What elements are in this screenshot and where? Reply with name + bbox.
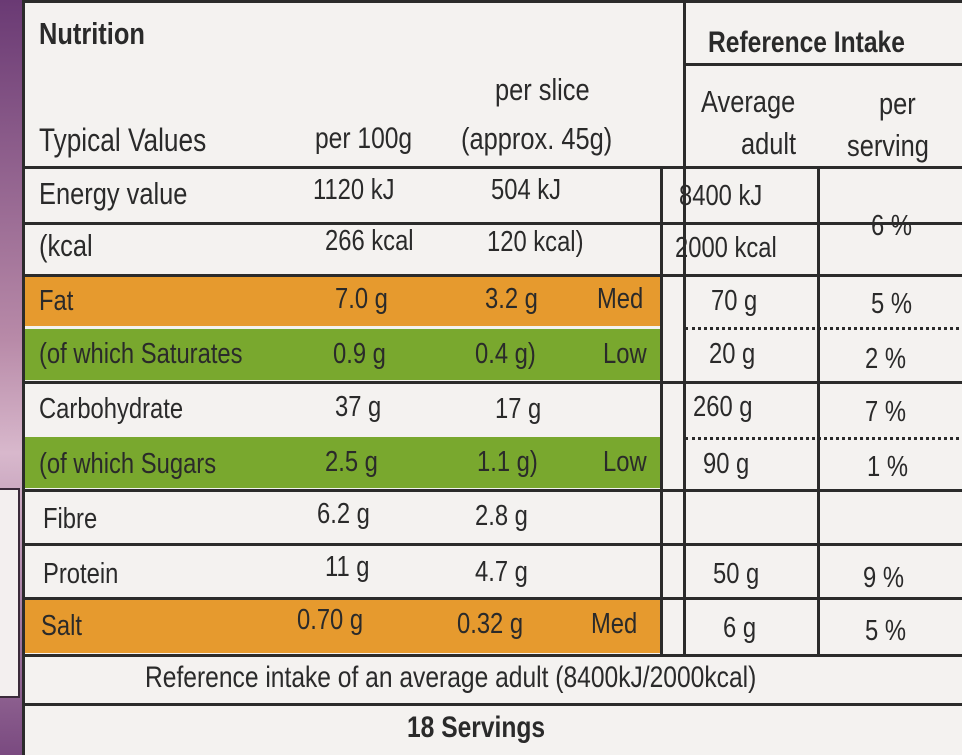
salt-band [25, 598, 660, 653]
row-sugars-serving: 1 % [867, 451, 908, 483]
packaging-edge [0, 0, 26, 755]
per-slice-approx-header: (approx. 45g) [461, 121, 613, 156]
row-protein-per100: 11 g [325, 551, 370, 583]
rule-header-bottom [25, 166, 962, 169]
per-100g-header: per 100g [315, 122, 413, 155]
rule-reference-note [25, 703, 962, 706]
row-salt-serving: 5 % [865, 615, 906, 647]
row-fibre-per100: 6.2 g [317, 498, 370, 530]
rule-kcal [25, 274, 962, 277]
row-carbohydrate-perslice: 17 g [495, 393, 542, 425]
row-sugars-level: Low [603, 446, 647, 478]
row-carbohydrate-serving: 7 % [865, 396, 906, 428]
rule-energy [25, 222, 962, 225]
row-label-energy: Energy value [39, 176, 188, 211]
row-sugars-per100: 2.5 g [325, 446, 378, 478]
row-label-saturates: (of which Saturates [39, 338, 243, 370]
saturates-band [25, 329, 660, 380]
row-fat-level: Med [597, 283, 644, 315]
row-energy-per100: 1120 kJ [313, 174, 395, 206]
reference-intake-note: Reference intake of an average adult (84… [145, 661, 757, 694]
servings-count: 18 Servings [407, 711, 546, 744]
divider-reference [683, 0, 686, 654]
row-protein-adult: 50 g [713, 558, 760, 590]
rule-reference-header [683, 63, 962, 66]
sugars-band [25, 437, 660, 488]
row-fibre-perslice: 2.8 g [475, 500, 528, 532]
row-label-salt: Salt [41, 610, 82, 642]
row-kcal-per100: 266 kcal [325, 225, 414, 257]
row-carbohydrate-per100: 37 g [335, 391, 382, 423]
packaging-tab [0, 488, 20, 698]
per-serving-header-2: serving [847, 128, 929, 163]
fat-band [25, 276, 660, 326]
rule-saturates [25, 381, 962, 384]
row-saturates-adult: 20 g [709, 338, 756, 370]
row-saturates-per100: 0.9 g [333, 338, 386, 370]
row-salt-per100: 0.70 g [297, 604, 364, 636]
average-adult-header-2: adult [741, 126, 797, 161]
row-label-carbohydrate: Carbohydrate [39, 393, 184, 425]
rule-fat-dotted [685, 327, 962, 330]
row-label-sugars: (of which Sugars [39, 448, 217, 480]
row-label-protein: Protein [43, 558, 119, 590]
row-carbohydrate-adult: 260 g [693, 391, 753, 423]
average-adult-header: Average [701, 84, 796, 119]
row-label-kcal: (kcal [39, 228, 93, 263]
row-sugars-adult: 90 g [703, 448, 750, 480]
row-saturates-level: Low [603, 338, 647, 370]
per-slice-header: per slice [495, 72, 590, 107]
rule-protein [25, 597, 962, 600]
row-salt-adult: 6 g [723, 612, 757, 644]
row-label-fibre: Fibre [43, 503, 98, 535]
row-sugars-perslice: 1.1 g) [477, 446, 538, 478]
reference-intake-title: Reference Intake [708, 26, 905, 59]
row-salt-level: Med [591, 608, 638, 640]
rule-fibre [25, 543, 962, 546]
nutrition-title: Nutrition [39, 16, 145, 51]
rule-carb-dotted [685, 437, 962, 440]
nutrition-label: Nutrition Reference Intake Typical Value… [22, 0, 962, 755]
row-kcal-adult: 2000 kcal [675, 232, 777, 264]
row-protein-serving: 9 % [863, 562, 904, 594]
row-saturates-perslice: 0.4 g) [475, 338, 536, 370]
divider-left-right [660, 166, 663, 654]
row-energy-perslice: 504 kJ [491, 174, 562, 206]
rule-top [25, 0, 962, 3]
row-fat-perslice: 3.2 g [485, 283, 538, 315]
typical-values-header: Typical Values [39, 122, 207, 158]
row-label-fat: Fat [39, 285, 74, 317]
row-fat-adult: 70 g [711, 285, 758, 317]
rule-salt [25, 654, 962, 657]
row-fat-serving: 5 % [871, 288, 912, 320]
row-fat-per100: 7.0 g [335, 283, 388, 315]
row-energy-serving: 6 % [871, 210, 912, 242]
row-saturates-serving: 2 % [865, 343, 906, 375]
divider-adult-serving [817, 166, 820, 654]
per-serving-header: per [879, 86, 916, 121]
row-protein-perslice: 4.7 g [475, 556, 528, 588]
rule-sugars [25, 489, 962, 492]
row-kcal-perslice: 120 kcal) [487, 226, 584, 258]
row-salt-perslice: 0.32 g [457, 608, 524, 640]
row-energy-adult: 8400 kJ [679, 180, 763, 212]
